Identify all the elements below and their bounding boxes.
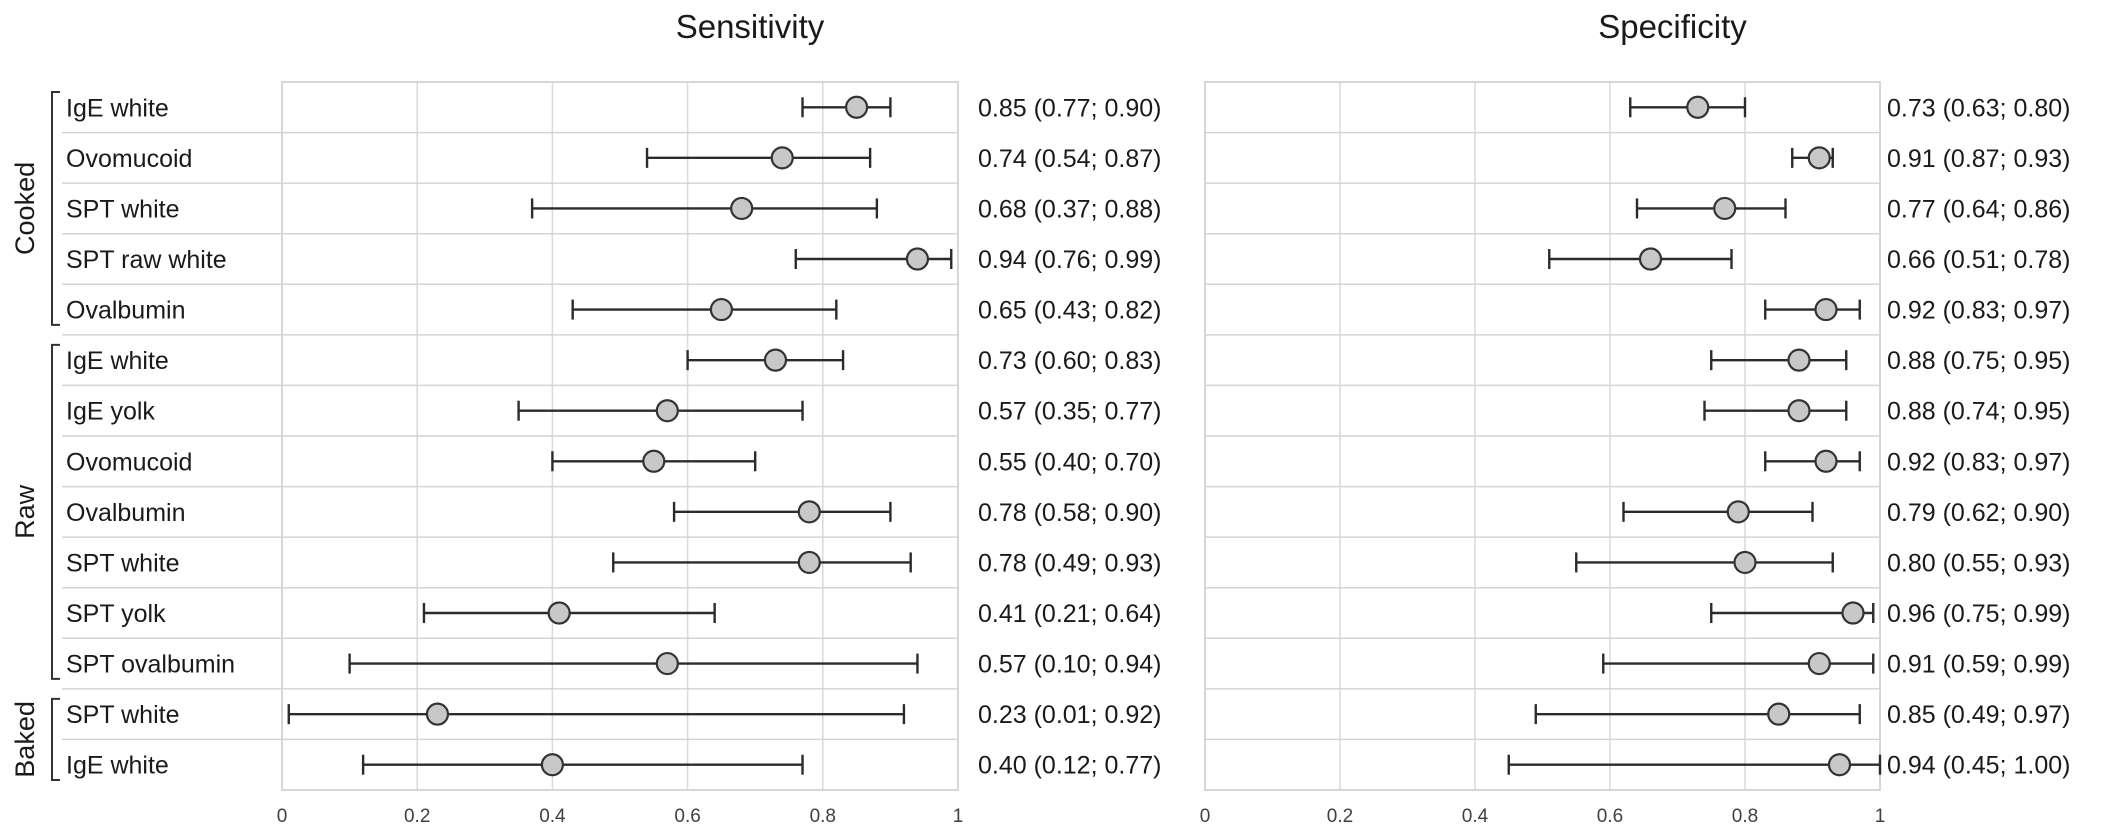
estimate-ci-label: 0.74 (0.54; 0.87) bbox=[978, 145, 1161, 173]
point-estimate-marker bbox=[1733, 550, 1757, 575]
x-tick-label: 0.2 bbox=[1327, 806, 1353, 827]
estimate-ci-label: 0.94 (0.45; 1.00) bbox=[1887, 752, 2070, 780]
estimate-ci-label: 0.77 (0.64; 0.86) bbox=[1887, 195, 2070, 223]
x-tick-label: 1 bbox=[953, 806, 964, 827]
estimate-ci-label: 0.80 (0.55; 0.93) bbox=[1887, 549, 2070, 577]
group-bracket bbox=[51, 343, 60, 680]
row-label: IgE white bbox=[66, 94, 169, 122]
point-estimate-marker bbox=[425, 702, 450, 726]
point-estimate-marker bbox=[540, 753, 565, 777]
point-estimate-marker bbox=[1841, 601, 1865, 625]
x-tick-label: 0.4 bbox=[1462, 806, 1489, 827]
point-estimate-marker bbox=[547, 601, 571, 625]
point-estimate-marker bbox=[770, 146, 794, 170]
point-estimate-marker bbox=[763, 348, 788, 372]
x-tick-label: 0.4 bbox=[539, 806, 566, 827]
x-tick-label: 0.8 bbox=[810, 806, 836, 827]
x-tick-label: 1 bbox=[1875, 806, 1886, 827]
point-estimate-marker bbox=[709, 297, 734, 322]
x-tick-label: 0.8 bbox=[1732, 806, 1758, 827]
row-label: Ovomucoid bbox=[66, 145, 192, 173]
point-estimate-marker bbox=[1713, 196, 1737, 221]
point-estimate-marker bbox=[1638, 247, 1663, 271]
estimate-ci-label: 0.91 (0.59; 0.99) bbox=[1887, 651, 2070, 679]
point-estimate-marker bbox=[797, 500, 821, 524]
estimate-ci-label: 0.85 (0.77; 0.90) bbox=[978, 94, 1161, 122]
estimate-ci-label: 0.65 (0.43; 0.82) bbox=[978, 297, 1161, 325]
row-label: SPT white bbox=[66, 701, 179, 729]
point-estimate-marker bbox=[1827, 753, 1852, 777]
group-bracket bbox=[51, 91, 60, 326]
estimate-ci-label: 0.73 (0.60; 0.83) bbox=[978, 347, 1161, 375]
estimate-ci-label: 0.40 (0.12; 0.77) bbox=[978, 752, 1161, 780]
point-estimate-marker bbox=[1807, 651, 1831, 676]
x-tick-label: 0.6 bbox=[1597, 806, 1623, 827]
x-tick-label: 0 bbox=[277, 806, 288, 827]
point-estimate-marker bbox=[905, 247, 930, 271]
point-estimate-marker bbox=[1814, 297, 1838, 322]
group-label: Baked bbox=[10, 701, 40, 778]
estimate-ci-label: 0.78 (0.49; 0.93) bbox=[978, 549, 1161, 577]
estimate-ci-label: 0.94 (0.76; 0.99) bbox=[978, 246, 1161, 274]
estimate-ci-label: 0.78 (0.58; 0.90) bbox=[978, 499, 1161, 527]
estimate-ci-label: 0.73 (0.63; 0.80) bbox=[1887, 94, 2070, 122]
point-estimate-marker bbox=[1787, 399, 1811, 423]
point-estimate-marker bbox=[642, 449, 666, 473]
point-estimate-marker bbox=[1814, 449, 1838, 473]
estimate-ci-label: 0.57 (0.35; 0.77) bbox=[978, 398, 1161, 426]
row-label: IgE white bbox=[66, 347, 169, 375]
group-bracket bbox=[51, 697, 60, 781]
row-label: Ovalbumin bbox=[66, 499, 186, 527]
point-estimate-marker bbox=[1726, 500, 1750, 524]
point-estimate-marker bbox=[1807, 146, 1831, 170]
x-tick-label: 0.2 bbox=[404, 806, 430, 827]
row-label: IgE yolk bbox=[66, 398, 155, 426]
point-estimate-marker bbox=[844, 95, 869, 119]
row-label: SPT yolk bbox=[66, 600, 166, 628]
row-label: SPT raw white bbox=[66, 246, 227, 274]
estimate-ci-label: 0.92 (0.83; 0.97) bbox=[1887, 448, 2070, 476]
group-label: Cooked bbox=[10, 162, 40, 255]
x-tick-label: 0.6 bbox=[674, 806, 700, 827]
row-label: Ovomucoid bbox=[66, 448, 192, 476]
estimate-ci-label: 0.88 (0.74; 0.95) bbox=[1887, 398, 2070, 426]
estimate-ci-label: 0.55 (0.40; 0.70) bbox=[978, 448, 1161, 476]
estimate-ci-label: 0.85 (0.49; 0.97) bbox=[1887, 701, 2070, 729]
group-label: Raw bbox=[10, 484, 40, 539]
row-label: SPT white bbox=[66, 195, 179, 223]
estimate-ci-label: 0.88 (0.75; 0.95) bbox=[1887, 347, 2070, 375]
row-label: Ovalbumin bbox=[66, 297, 186, 325]
estimate-ci-label: 0.68 (0.37; 0.88) bbox=[978, 195, 1161, 223]
point-estimate-marker bbox=[1686, 95, 1710, 119]
panel-title: Specificity bbox=[1598, 8, 1747, 45]
point-estimate-marker bbox=[730, 196, 754, 221]
row-label: SPT white bbox=[66, 549, 179, 577]
point-estimate-marker bbox=[655, 651, 679, 676]
x-tick-label: 0 bbox=[1200, 806, 1211, 827]
panel-title: Sensitivity bbox=[676, 8, 825, 45]
point-estimate-marker bbox=[1767, 702, 1791, 726]
estimate-ci-label: 0.79 (0.62; 0.90) bbox=[1887, 499, 2070, 527]
row-label: SPT ovalbumin bbox=[66, 651, 235, 679]
estimate-ci-label: 0.57 (0.10; 0.94) bbox=[978, 651, 1161, 679]
estimate-ci-label: 0.92 (0.83; 0.97) bbox=[1887, 297, 2070, 325]
point-estimate-marker bbox=[1787, 348, 1811, 372]
estimate-ci-label: 0.91 (0.87; 0.93) bbox=[1887, 145, 2070, 173]
point-estimate-marker bbox=[797, 550, 821, 575]
estimate-ci-label: 0.96 (0.75; 0.99) bbox=[1887, 600, 2070, 628]
row-label: IgE white bbox=[66, 752, 169, 780]
point-estimate-marker bbox=[655, 399, 679, 423]
estimate-ci-label: 0.41 (0.21; 0.64) bbox=[978, 600, 1161, 628]
estimate-ci-label: 0.23 (0.01; 0.92) bbox=[978, 701, 1161, 729]
estimate-ci-label: 0.66 (0.51; 0.78) bbox=[1887, 246, 2070, 274]
